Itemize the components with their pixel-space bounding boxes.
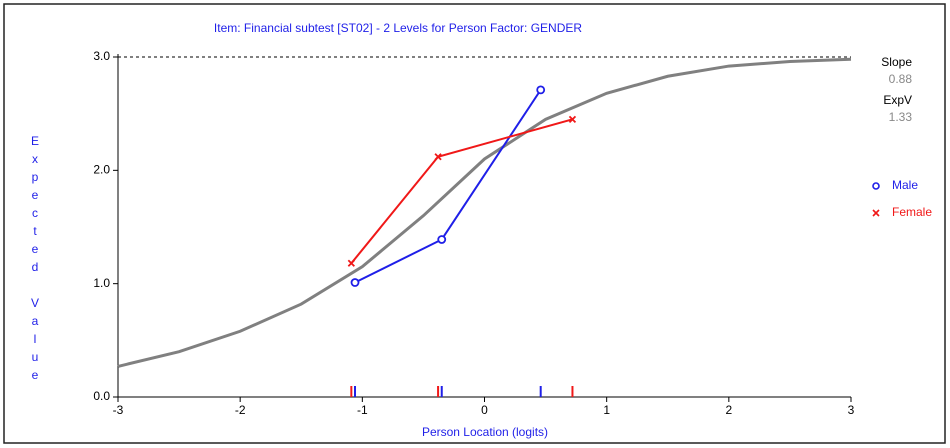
x-tick-label: -2	[235, 403, 246, 417]
x-tick-label: 3	[848, 403, 855, 417]
marker	[536, 85, 546, 95]
marker	[568, 115, 577, 123]
legend-marker	[872, 182, 880, 190]
x-tick-label: -3	[113, 403, 124, 417]
y-tick-label: 3.0	[93, 49, 110, 63]
legend-marker	[872, 209, 880, 217]
y-axis-label: Expected Value	[28, 134, 42, 386]
y-tick-label: 2.0	[93, 163, 110, 177]
x-tick-label: 2	[725, 403, 732, 417]
marker	[350, 278, 360, 287]
stat-label: Slope	[881, 55, 912, 69]
legend-label: Female	[892, 205, 932, 219]
expected-curve	[117, 57, 852, 368]
chart-title: Item: Financial subtest [ST02] - 2 Level…	[214, 21, 582, 35]
marker	[347, 259, 355, 267]
legend-label: Male	[892, 178, 918, 192]
y-tick-label: 0.0	[93, 389, 110, 403]
stat-value: 0.88	[889, 72, 913, 86]
x-tick-label: 1	[603, 403, 610, 417]
frame	[3, 3, 946, 444]
stat-label: ExpV	[883, 93, 912, 107]
x-tick-label: -1	[357, 403, 368, 417]
marker	[437, 235, 447, 244]
marker	[434, 153, 442, 161]
x-tick-label: 0	[481, 403, 488, 417]
y-tick-label: 1.0	[93, 276, 110, 290]
stat-value: 1.33	[889, 110, 913, 124]
x-axis-label: Person Location (logits)	[422, 425, 548, 439]
